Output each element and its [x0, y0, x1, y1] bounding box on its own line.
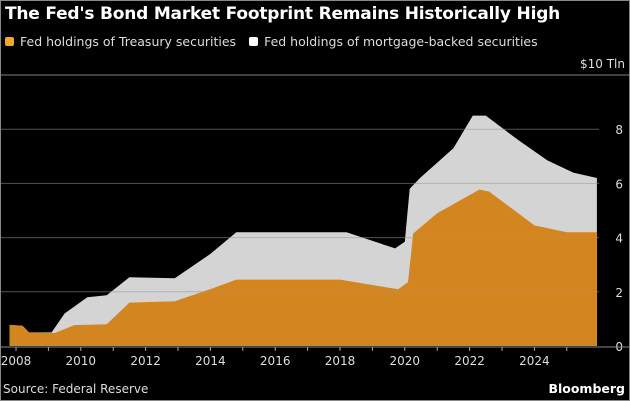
brand-logo: Bloomberg: [548, 381, 625, 396]
y-tick-label-8: 8: [615, 123, 623, 137]
x-tick-label-2018: 2018: [325, 354, 356, 368]
x-tick-label-2012: 2012: [130, 354, 161, 368]
x-tick-label-2014: 2014: [195, 354, 226, 368]
legend-item-treasury: Fed holdings of Treasury securities: [5, 34, 236, 49]
x-tick-label-2020: 2020: [390, 354, 421, 368]
area-treasury: [9, 189, 597, 346]
y-axis-unit-label: $10 Tln: [580, 57, 625, 71]
y-tick-label-4: 4: [615, 232, 623, 246]
legend: Fed holdings of Treasury securities Fed …: [5, 34, 551, 49]
legend-item-mbs: Fed holdings of mortgage-backed securiti…: [249, 34, 538, 49]
legend-swatch-treasury: [5, 37, 14, 46]
x-tick-label-2010: 2010: [66, 354, 97, 368]
legend-label-mbs: Fed holdings of mortgage-backed securiti…: [264, 34, 538, 49]
chart-title: The Fed's Bond Market Footprint Remains …: [5, 4, 561, 24]
x-tick-label-2024: 2024: [519, 354, 550, 368]
y-tick-label-6: 6: [615, 177, 623, 191]
x-tick-label-2022: 2022: [454, 354, 485, 368]
y-tick-label-2: 2: [615, 286, 623, 300]
source-note: Source: Federal Reserve: [3, 382, 149, 396]
legend-swatch-mbs: [249, 37, 259, 46]
x-tick-label-2016: 2016: [260, 354, 291, 368]
legend-label-treasury: Fed holdings of Treasury securities: [20, 34, 237, 49]
x-tick-label-2008: 2008: [1, 354, 31, 368]
